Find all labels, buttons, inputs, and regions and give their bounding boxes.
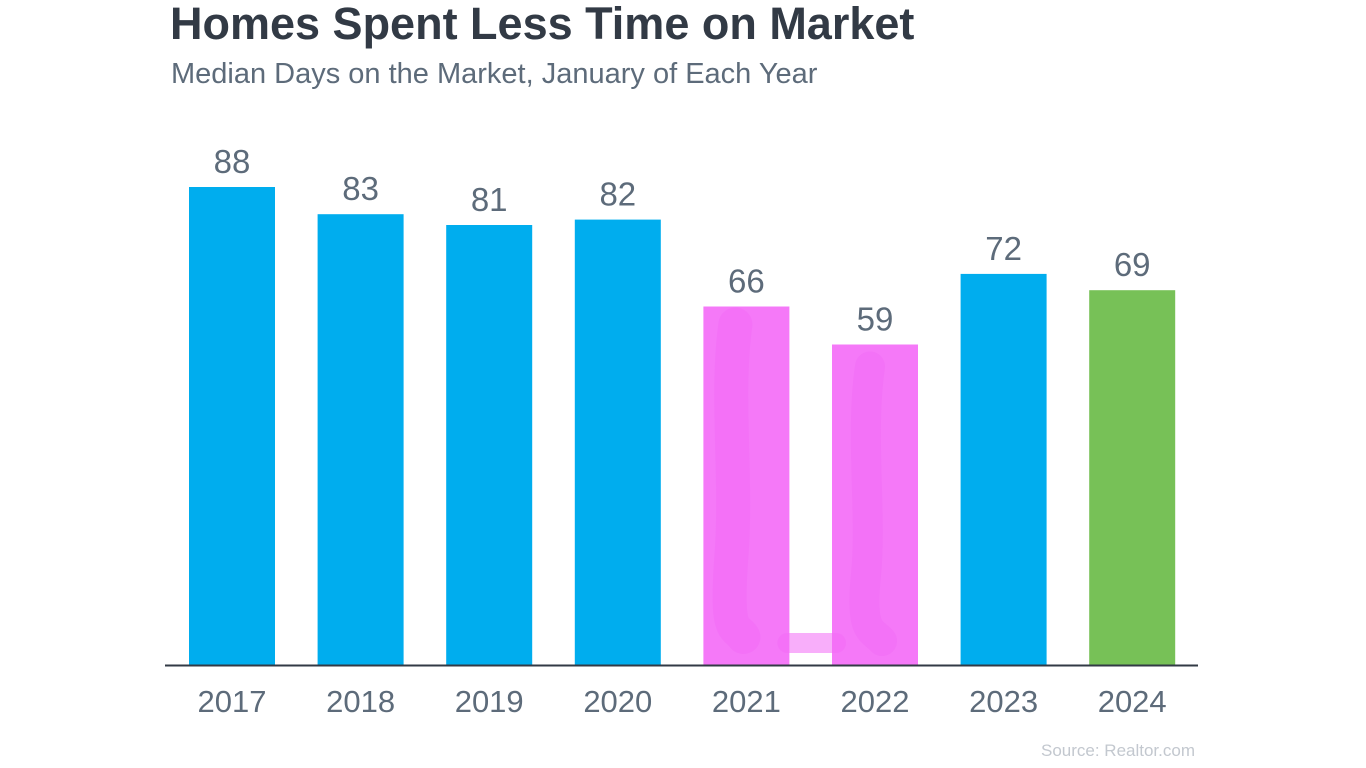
- bar-2023: [960, 273, 1047, 665]
- data-label-2019: 81: [471, 181, 508, 218]
- bar-2018: [317, 214, 404, 665]
- chart-title: Homes Spent Less Time on Market: [170, 0, 915, 49]
- data-label-2022: 59: [857, 301, 894, 338]
- x-tick-label-2019: 2019: [455, 684, 524, 719]
- x-tick-label-2017: 2017: [198, 684, 267, 719]
- x-tick-label-2024: 2024: [1098, 684, 1167, 719]
- highlight-stroke-left: [712, 307, 761, 654]
- x-tick-label-2022: 2022: [841, 684, 910, 719]
- x-tick-label-2018: 2018: [326, 684, 395, 719]
- bar-2017: [189, 187, 275, 665]
- highlight-stroke-right: [849, 351, 897, 656]
- x-tick-labels-group: 2017 2018 2019 2020 2021 2022 2023 2024: [198, 684, 1167, 719]
- data-labels-group: 88 83 81 82 66 59 72 69: [214, 143, 1151, 338]
- bar-2020: [574, 219, 661, 665]
- data-label-2023: 72: [985, 230, 1022, 267]
- data-label-2017: 88: [214, 143, 251, 180]
- source-note: Source: Realtor.com: [1040, 741, 1195, 760]
- data-label-2018: 83: [342, 170, 379, 207]
- x-tick-label-2021: 2021: [712, 684, 781, 719]
- data-label-2020: 82: [599, 176, 636, 213]
- chart-subtitle: Median Days on the Market, January of Ea…: [171, 58, 818, 90]
- data-label-2024: 69: [1114, 246, 1151, 283]
- data-label-2021: 66: [728, 263, 765, 300]
- bar-2019: [446, 225, 533, 665]
- bar-2024: [1089, 290, 1176, 665]
- highlight-group: [712, 307, 897, 656]
- x-tick-label-2023: 2023: [969, 684, 1038, 719]
- x-tick-label-2020: 2020: [583, 684, 652, 719]
- bars-group: [189, 187, 1176, 665]
